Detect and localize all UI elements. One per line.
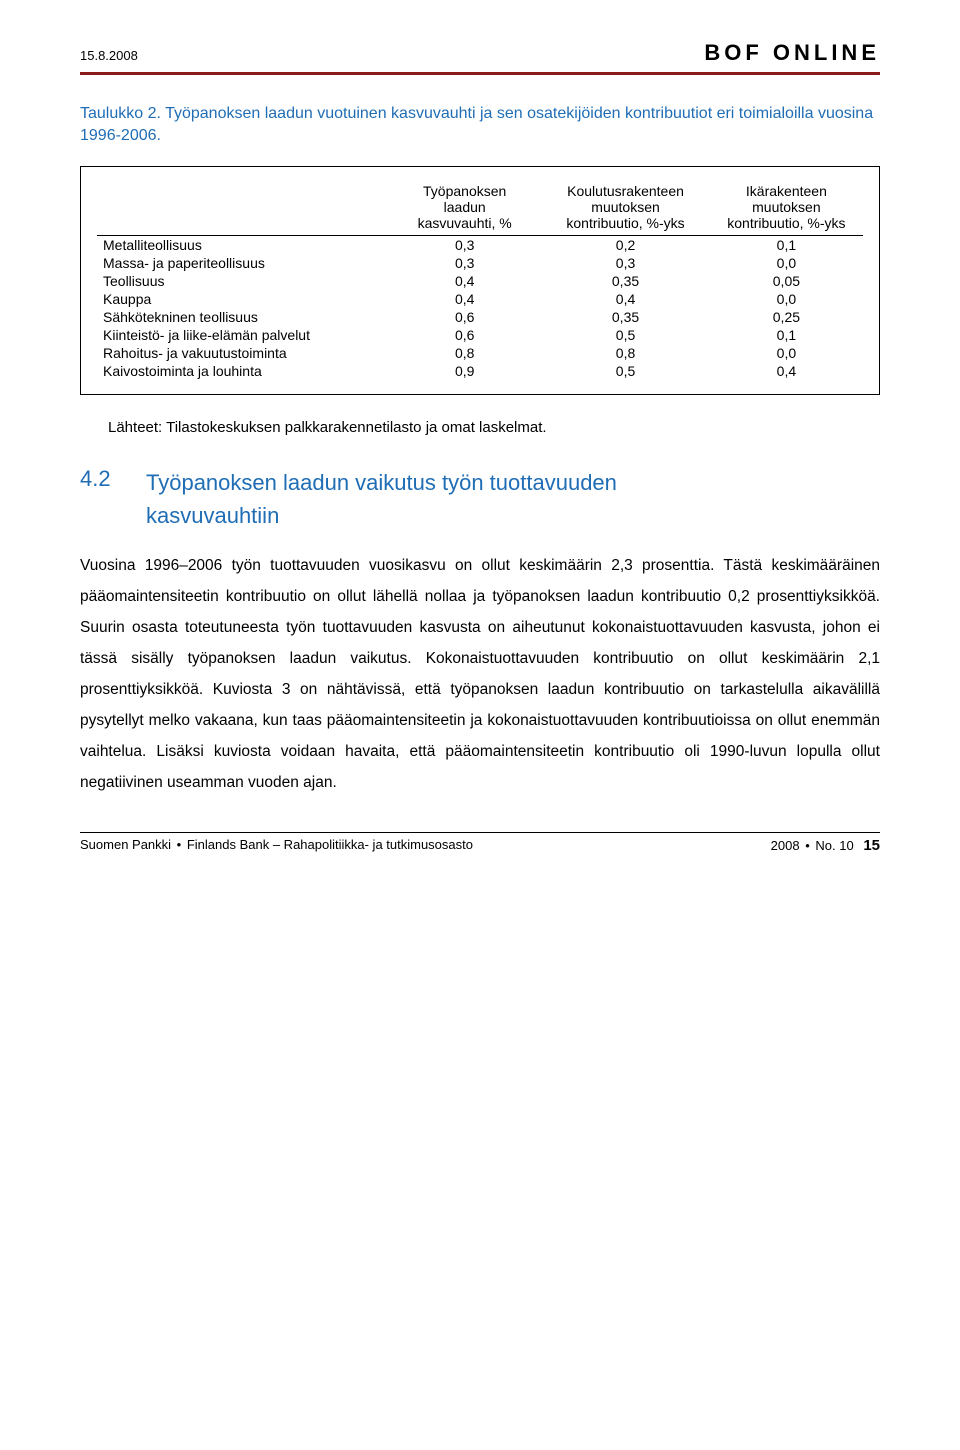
section-title-line1: Työpanoksen laadun vaikutus työn tuottav… [146, 470, 617, 495]
table-body: Metalliteollisuus0,30,20,1Massa- ja pape… [97, 235, 863, 380]
table-row: Sähkötekninen teollisuus0,60,350,25 [97, 308, 863, 326]
table-header-col1: Koulutusrakenteenmuutoksenkontribuutio, … [541, 181, 710, 236]
header-date: 15.8.2008 [80, 48, 138, 63]
table-header-empty [97, 181, 388, 236]
table-row: Teollisuus0,40,350,05 [97, 272, 863, 290]
row-value: 0,25 [710, 308, 863, 326]
row-value: 0,3 [388, 254, 541, 272]
row-value: 0,8 [388, 344, 541, 362]
row-value: 0,8 [541, 344, 710, 362]
data-table: Työpanoksenlaadunkasvuvauhti, % Koulutus… [97, 181, 863, 380]
table-row: Kauppa0,40,40,0 [97, 290, 863, 308]
table-caption: Taulukko 2. Työpanoksen laadun vuotuinen… [80, 103, 880, 148]
section-title: Työpanoksen laadun vaikutus työn tuottav… [146, 466, 617, 532]
row-label: Teollisuus [97, 272, 388, 290]
header-rule [80, 72, 880, 75]
page-number: 15 [863, 837, 880, 854]
row-value: 0,05 [710, 272, 863, 290]
row-value: 0,5 [541, 362, 710, 380]
row-value: 0,0 [710, 290, 863, 308]
row-value: 0,4 [710, 362, 863, 380]
table-container: Työpanoksenlaadunkasvuvauhti, % Koulutus… [80, 166, 880, 395]
table-header-col2: Ikärakenteenmuutoksenkontribuutio, %-yks [710, 181, 863, 236]
row-label: Rahoitus- ja vakuutustoiminta [97, 344, 388, 362]
table-row: Rahoitus- ja vakuutustoiminta0,80,80,0 [97, 344, 863, 362]
page-header: 15.8.2008 BOF ONLINE [80, 40, 880, 66]
table-head: Työpanoksenlaadunkasvuvauhti, % Koulutus… [97, 181, 863, 236]
row-value: 0,0 [710, 344, 863, 362]
row-value: 0,0 [710, 254, 863, 272]
row-label: Kauppa [97, 290, 388, 308]
row-label: Kaivostoiminta ja louhinta [97, 362, 388, 380]
footer-rule [80, 832, 880, 833]
page: 15.8.2008 BOF ONLINE Taulukko 2. Työpano… [0, 0, 960, 894]
body-paragraph: Vuosina 1996–2006 työn tuottavuuden vuos… [80, 550, 880, 798]
row-value: 0,1 [710, 235, 863, 254]
table-header-col0: Työpanoksenlaadunkasvuvauhti, % [388, 181, 541, 236]
table-row: Kaivostoiminta ja louhinta0,90,50,4 [97, 362, 863, 380]
section-number: 4.2 [80, 466, 120, 492]
row-value: 0,4 [388, 290, 541, 308]
row-value: 0,4 [388, 272, 541, 290]
row-value: 0,1 [710, 326, 863, 344]
page-footer: Suomen Pankki • Finlands Bank – Rahapoli… [80, 837, 880, 854]
row-value: 0,5 [541, 326, 710, 344]
row-value: 0,6 [388, 308, 541, 326]
footer-right: 2008 • No. 10 15 [771, 837, 880, 854]
row-value: 0,35 [541, 308, 710, 326]
section-title-line2: kasvuvauhtiin [146, 503, 279, 528]
row-label: Kiinteistö- ja liike-elämän palvelut [97, 326, 388, 344]
section-heading: 4.2 Työpanoksen laadun vaikutus työn tuo… [80, 466, 880, 532]
header-title: BOF ONLINE [704, 40, 880, 66]
table-row: Kiinteistö- ja liike-elämän palvelut0,60… [97, 326, 863, 344]
row-value: 0,2 [541, 235, 710, 254]
row-value: 0,3 [388, 235, 541, 254]
table-row: Massa- ja paperiteollisuus0,30,30,0 [97, 254, 863, 272]
sources-line: Lähteet: Tilastokeskuksen palkkarakennet… [108, 419, 880, 436]
footer-right-text: 2008 • No. 10 [771, 838, 854, 853]
table-row: Metalliteollisuus0,30,20,1 [97, 235, 863, 254]
row-value: 0,35 [541, 272, 710, 290]
row-value: 0,9 [388, 362, 541, 380]
footer-left: Suomen Pankki • Finlands Bank – Rahapoli… [80, 837, 473, 854]
row-value: 0,6 [388, 326, 541, 344]
row-value: 0,3 [541, 254, 710, 272]
row-value: 0,4 [541, 290, 710, 308]
row-label: Metalliteollisuus [97, 235, 388, 254]
footer-left-text: Suomen Pankki • Finlands Bank – Rahapoli… [80, 837, 473, 852]
row-label: Sähkötekninen teollisuus [97, 308, 388, 326]
row-label: Massa- ja paperiteollisuus [97, 254, 388, 272]
